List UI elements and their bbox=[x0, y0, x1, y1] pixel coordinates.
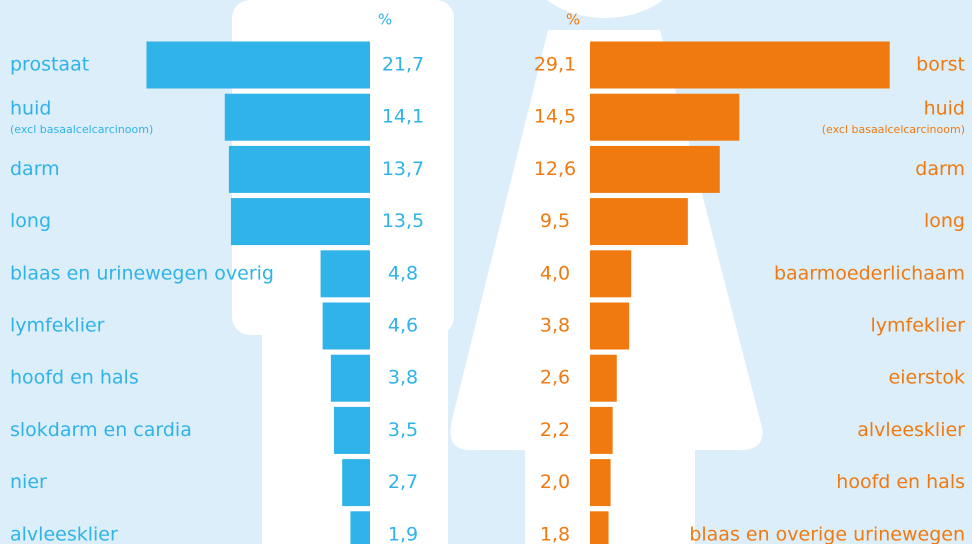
category-label: lymfeklier bbox=[871, 315, 966, 337]
unit-label: % bbox=[566, 11, 580, 29]
category-note: (excl basaalcelcarcinoom) bbox=[10, 123, 153, 136]
value-label: 3,8 bbox=[388, 367, 418, 389]
bar bbox=[590, 407, 613, 454]
category-label: nier bbox=[10, 471, 47, 493]
category-label: alvleesklier bbox=[857, 419, 965, 441]
value-label: 2,7 bbox=[388, 471, 418, 493]
bar bbox=[331, 355, 370, 402]
bar bbox=[590, 459, 611, 506]
value-label: 13,7 bbox=[382, 158, 424, 180]
bar bbox=[229, 146, 370, 193]
bar bbox=[590, 250, 631, 297]
value-label: 2,6 bbox=[540, 367, 570, 389]
category-label: slokdarm en cardia bbox=[10, 419, 192, 441]
bar bbox=[590, 146, 720, 193]
unit-label: % bbox=[378, 11, 392, 29]
category-label: prostaat bbox=[10, 54, 89, 76]
bar bbox=[342, 459, 370, 506]
woman-head bbox=[525, 0, 685, 18]
category-label: long bbox=[10, 210, 51, 232]
category-note: (excl basaalcelcarcinoom) bbox=[822, 123, 965, 136]
bar bbox=[146, 42, 370, 89]
chart: % 21,7 prostaat 14,1 huid (excl basaalcelcarc… bbox=[0, 0, 972, 544]
category-label: hoofd en hals bbox=[10, 367, 139, 389]
value-label: 2,2 bbox=[540, 419, 570, 441]
value-label: 4,0 bbox=[540, 262, 570, 284]
bar bbox=[321, 250, 370, 297]
category-label: lymfeklier bbox=[10, 315, 105, 337]
category-label: borst bbox=[916, 54, 965, 76]
value-label: 21,7 bbox=[382, 54, 424, 76]
category-label: darm bbox=[10, 158, 60, 180]
bar bbox=[231, 198, 370, 245]
value-label: 12,6 bbox=[534, 158, 576, 180]
value-label: 3,5 bbox=[388, 419, 418, 441]
category-label: baarmoederlichaam bbox=[774, 262, 965, 284]
bar bbox=[590, 355, 617, 402]
category-label: alvleesklier bbox=[10, 523, 118, 544]
category-label: eierstok bbox=[889, 367, 965, 389]
value-label: 1,9 bbox=[388, 523, 418, 544]
bar bbox=[590, 198, 688, 245]
bar bbox=[590, 42, 890, 89]
bar bbox=[590, 303, 629, 350]
bar bbox=[334, 407, 370, 454]
value-label: 4,8 bbox=[388, 262, 418, 284]
bar bbox=[225, 94, 370, 141]
category-label: blaas en overige urinewegen bbox=[689, 523, 965, 544]
category-label: long bbox=[924, 210, 965, 232]
category-label: hoofd en hals bbox=[836, 471, 965, 493]
bar bbox=[350, 511, 370, 544]
value-label: 14,1 bbox=[382, 106, 424, 128]
category-label: blaas en urinewegen overig bbox=[10, 262, 274, 284]
value-label: 29,1 bbox=[534, 54, 576, 76]
value-label: 2,0 bbox=[540, 471, 570, 493]
bar bbox=[590, 94, 739, 141]
value-label: 14,5 bbox=[534, 106, 576, 128]
bar bbox=[323, 303, 370, 350]
value-label: 13,5 bbox=[382, 210, 424, 232]
value-label: 4,6 bbox=[388, 315, 418, 337]
category-label: darm bbox=[915, 158, 965, 180]
value-label: 9,5 bbox=[540, 210, 570, 232]
value-label: 3,8 bbox=[540, 315, 570, 337]
category-label: huid bbox=[10, 98, 51, 120]
bar bbox=[590, 511, 609, 544]
category-label: huid bbox=[924, 98, 965, 120]
value-label: 1,8 bbox=[540, 523, 570, 544]
